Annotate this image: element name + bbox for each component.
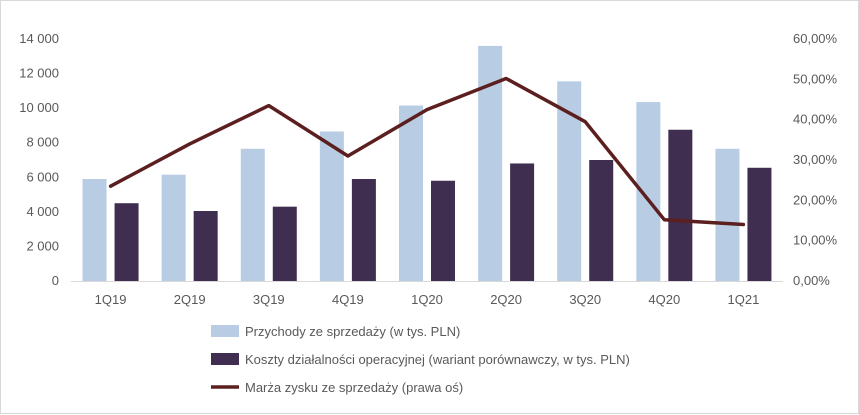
costs-bar	[272, 206, 297, 281]
costs-bar	[668, 129, 693, 281]
x-tick-label: 3Q19	[253, 292, 285, 307]
y-left-tick-label: 6 000	[26, 169, 59, 184]
x-tick-label: 2Q19	[174, 292, 206, 307]
y-left-tick-label: 12 000	[19, 66, 59, 81]
y-left-tick-label: 14 000	[19, 31, 59, 46]
y-left-tick-label: 10 000	[19, 100, 59, 115]
x-tick-label: 1Q19	[95, 292, 127, 307]
costs-bar	[193, 210, 218, 281]
y-right-tick-label: 0,00%	[793, 273, 830, 288]
x-tick-label: 1Q20	[411, 292, 443, 307]
left-axis: 0 2 000 4 000 6 000 8 000 10 000 12 000 14 000	[19, 31, 59, 288]
y-right-tick-label: 10,00%	[793, 233, 838, 248]
margin-line	[108, 76, 746, 227]
bars-group	[82, 45, 772, 281]
x-tick-label: 4Q20	[648, 292, 680, 307]
x-tick-label: 1Q21	[728, 292, 760, 307]
y-right-tick-label: 40,00%	[793, 112, 838, 127]
costs-bar	[589, 160, 614, 281]
revenue-bar	[240, 148, 265, 281]
costs-bar	[431, 180, 455, 281]
legend-label: Koszty działalności operacyjnej (wariant…	[245, 352, 630, 367]
right-axis: 0,00% 10,00% 20,00% 30,00% 40,00% 50,00% 60,00…	[793, 31, 838, 288]
legend-label: Przychody ze sprzedaży (w tys. PLN)	[245, 324, 460, 339]
x-tick-label: 4Q19	[332, 292, 364, 307]
costs-bar	[510, 163, 535, 281]
y-left-tick-label: 2 000	[26, 238, 59, 253]
costs-bar	[351, 179, 376, 281]
revenue-bar	[319, 131, 344, 281]
legend: Przychody ze sprzedaży (w tys. PLN) Koszt…	[211, 324, 630, 395]
y-right-tick-label: 50,00%	[793, 71, 838, 86]
y-right-tick-label: 20,00%	[793, 192, 838, 207]
y-left-tick-label: 4 000	[26, 204, 59, 219]
x-axis: 1Q19 2Q19 3Q19 4Q19 1Q20 2Q20 3Q20 4Q20 1Q21	[71, 281, 783, 307]
costs-bar	[747, 167, 772, 281]
y-right-tick-label: 30,00%	[793, 152, 838, 167]
revenue-bar	[399, 105, 423, 281]
y-left-tick-label: 8 000	[26, 135, 59, 150]
legend-label: Marża zysku ze sprzedaży (prawa oś)	[245, 380, 463, 395]
revenue-bar	[82, 179, 107, 281]
margin-line-group	[108, 76, 746, 227]
costs-bar	[114, 203, 139, 281]
legend-costs-swatch	[211, 353, 239, 365]
x-tick-label: 3Q20	[569, 292, 601, 307]
revenue-bar	[161, 174, 186, 281]
x-tick-label: 2Q20	[490, 292, 522, 307]
revenue-bar	[715, 148, 740, 281]
y-left-tick-label: 0	[52, 273, 59, 288]
legend-revenue-swatch	[211, 325, 239, 337]
y-right-tick-label: 60,00%	[793, 31, 838, 46]
